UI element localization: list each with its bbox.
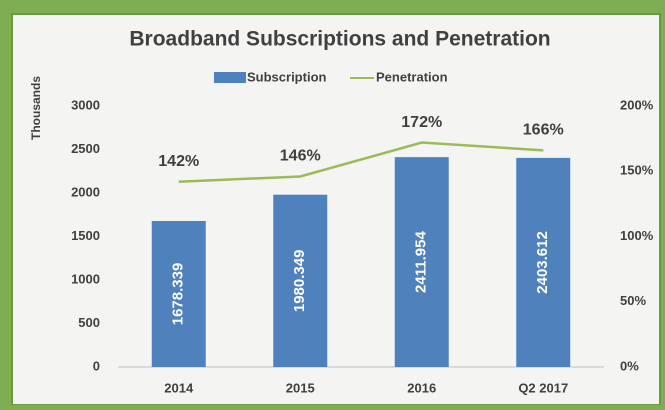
legend-swatch xyxy=(214,72,246,83)
x-tick-label: 2015 xyxy=(286,380,315,395)
bar-value-label: 2403.612 xyxy=(534,231,551,294)
line-value-label: 142% xyxy=(158,153,199,170)
line xyxy=(178,141,544,183)
bar-value-label: 2411.954 xyxy=(413,231,430,293)
y-tick-label: 500 xyxy=(78,315,100,330)
y2-tick-label: 0% xyxy=(620,358,639,373)
y-tick-label: 0 xyxy=(93,358,100,373)
y2-tick-label: 50% xyxy=(620,293,646,308)
line-value-label: 146% xyxy=(280,148,321,165)
y-tick-label: 1500 xyxy=(71,228,100,243)
y-axis-label: Thousands xyxy=(29,76,43,140)
y-tick-label: 2000 xyxy=(71,184,100,199)
bar xyxy=(273,194,328,367)
line-value-label: 166% xyxy=(523,122,564,139)
y-tick-label: 3000 xyxy=(71,97,100,112)
bar xyxy=(394,157,449,367)
legend-label: Subscription xyxy=(247,69,327,84)
chart-title: Broadband Subscriptions and Penetration xyxy=(129,28,550,51)
y2-tick-label: 150% xyxy=(620,163,654,178)
y-tick-label: 2500 xyxy=(71,141,100,156)
bar-value-label: 1980.349 xyxy=(291,250,308,313)
x-tick-label: 2014 xyxy=(164,380,194,395)
y-tick-label: 1000 xyxy=(71,271,100,286)
x-tick-label: 2016 xyxy=(407,380,436,395)
x-tick-label: Q2 2017 xyxy=(518,380,568,395)
y2-tick-label: 200% xyxy=(620,97,654,112)
line-value-label: 172% xyxy=(401,114,442,131)
y2-tick-label: 100% xyxy=(620,228,654,243)
bar-value-label: 1678.339 xyxy=(170,263,187,326)
legend-label: Penetration xyxy=(376,69,448,84)
bar xyxy=(516,157,571,367)
bar xyxy=(151,220,206,367)
